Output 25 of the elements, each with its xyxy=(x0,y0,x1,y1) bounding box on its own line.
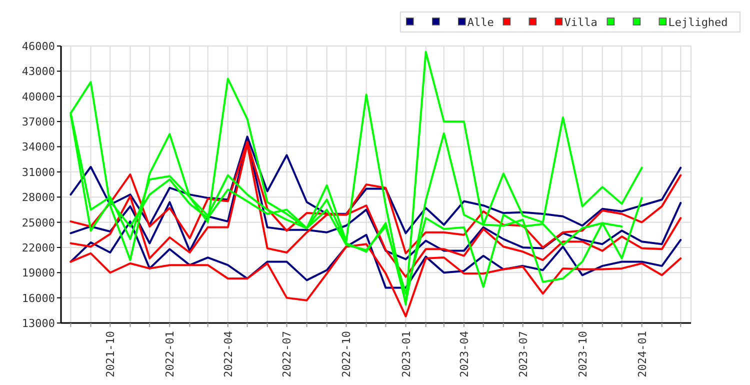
y-tick-label: 40000 xyxy=(22,90,55,104)
x-tick-label: 2024-01 xyxy=(636,331,649,378)
x-tick-label: 2023-10 xyxy=(576,331,590,378)
y-tick-label: 16000 xyxy=(22,292,55,305)
x-tick-label: 2021-10 xyxy=(104,331,118,378)
x-tick-label: 2023-04 xyxy=(458,330,471,378)
y-tick-label: 19000 xyxy=(22,266,55,280)
y-tick-label: 13000 xyxy=(22,317,55,330)
y-tick-label: 28000 xyxy=(22,191,55,204)
x-tick-label: 2023-07 xyxy=(516,331,530,378)
x-tick-label: 2022-07 xyxy=(280,331,294,378)
legend-label: Alle xyxy=(467,16,494,29)
y-tick-label: 37000 xyxy=(22,116,55,129)
x-tick-label: 2022-04 xyxy=(222,330,235,378)
legend-label: Lejlighed xyxy=(668,16,728,29)
x-tick-label: 2022-01 xyxy=(164,331,177,378)
x-tick-label: 2023-01 xyxy=(400,331,413,378)
y-tick-label: 31000 xyxy=(22,166,55,179)
x-tick-label: 2022-10 xyxy=(340,331,354,378)
legend-label: Villa xyxy=(564,16,598,29)
y-tick-label: 22000 xyxy=(22,241,55,254)
y-tick-label: 43000 xyxy=(22,65,55,78)
y-tick-label: 34000 xyxy=(22,140,55,154)
y-tick-label: 25000 xyxy=(22,216,55,230)
y-tick-label: 46000 xyxy=(22,40,55,53)
